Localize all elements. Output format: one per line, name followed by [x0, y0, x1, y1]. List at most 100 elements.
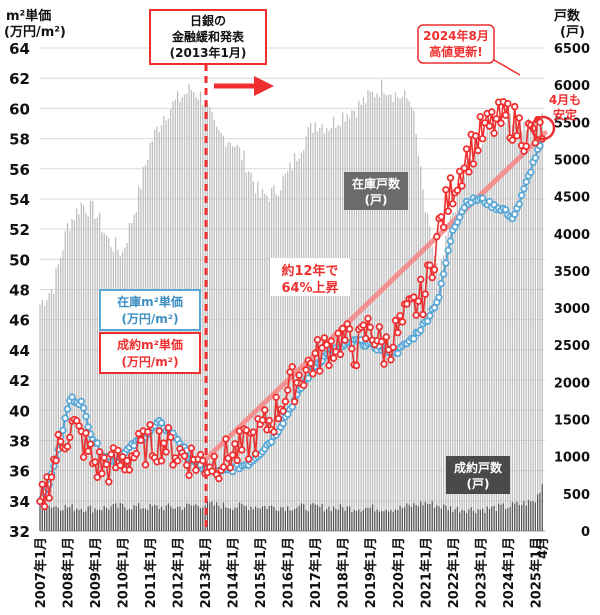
data-point: [54, 430, 62, 439]
bar: [358, 509, 360, 531]
bar: [330, 511, 332, 531]
left-tick-label: 56: [9, 161, 30, 179]
bar: [472, 156, 475, 532]
data-point: [59, 426, 67, 435]
bar: [245, 172, 248, 531]
data-point: [238, 446, 246, 454]
data-point: [520, 185, 528, 193]
data-point: [417, 275, 425, 284]
inventory-price-legend: 在庫m²単価 (万円/m²): [99, 289, 201, 331]
data-point: [453, 186, 462, 195]
bar: [179, 506, 181, 531]
data-point: [95, 448, 104, 456]
bar: [509, 113, 511, 532]
bar: [94, 508, 96, 531]
bar: [449, 216, 452, 532]
bar: [71, 504, 73, 531]
bar: [287, 171, 289, 531]
data-point: [105, 478, 113, 486]
right-tick-label: 500: [563, 488, 590, 503]
data-point: [339, 324, 347, 333]
bar: [280, 190, 282, 531]
bar: [89, 200, 92, 532]
bar: [397, 510, 399, 531]
data-point: [86, 440, 95, 448]
bar: [284, 173, 287, 532]
bar: [493, 505, 495, 531]
bar: [305, 136, 307, 532]
bar: [404, 507, 406, 531]
svg-text:2024年8月: 2024年8月: [423, 28, 489, 43]
bar: [282, 507, 284, 531]
left-tick-label: 52: [9, 221, 30, 239]
data-point: [316, 367, 324, 375]
bar: [468, 509, 470, 531]
data-point: [82, 429, 90, 437]
bar: [337, 125, 339, 531]
bar: [48, 293, 50, 531]
bar: [353, 510, 355, 531]
svg-text:高値更新!: 高値更新!: [429, 44, 482, 59]
bar: [309, 504, 312, 531]
data-point: [472, 132, 480, 140]
svg-text:日銀の: 日銀の: [190, 13, 226, 28]
data-point: [380, 360, 388, 368]
bar: [298, 505, 300, 531]
right-axis-unit: (戸): [560, 25, 585, 40]
data-point: [327, 337, 335, 345]
inventory-units-label: 在庫戸数 (戸): [344, 172, 408, 210]
left-axis-unit: (万円/m²): [4, 25, 66, 40]
bar: [335, 508, 337, 531]
bar: [149, 503, 151, 531]
bar: [46, 508, 48, 531]
bar: [232, 146, 234, 532]
data-point: [442, 186, 450, 194]
x-tick-label: 2018年1月: [336, 537, 352, 608]
bar: [254, 506, 257, 531]
bar: [523, 501, 525, 531]
bar: [183, 507, 186, 531]
bar: [211, 501, 213, 531]
bar: [422, 505, 424, 531]
data-point: [522, 178, 530, 186]
data-point: [412, 311, 420, 319]
bar: [424, 501, 426, 531]
right-tick-label: 4000: [554, 228, 590, 243]
bar: [259, 508, 261, 531]
bar: [401, 508, 403, 531]
bar: [429, 504, 431, 531]
bar: [493, 122, 495, 532]
bar: [445, 235, 447, 531]
bar: [268, 506, 270, 531]
data-point: [469, 160, 478, 168]
bar: [445, 505, 447, 531]
bar: [355, 116, 358, 532]
right-tick-label: 1500: [554, 414, 590, 429]
bar: [323, 511, 326, 531]
bar: [55, 268, 57, 531]
data-point: [325, 361, 333, 370]
data-point: [52, 456, 60, 465]
bar: [447, 231, 449, 531]
bar: [369, 92, 371, 531]
bar: [248, 171, 250, 531]
data-point: [222, 435, 230, 443]
bar: [371, 504, 374, 531]
x-tick-label: 2021年1月: [418, 537, 434, 608]
bar: [523, 121, 525, 531]
bar: [158, 509, 160, 531]
bar: [369, 507, 371, 531]
data-point: [458, 182, 466, 190]
bar: [202, 507, 204, 531]
bar: [248, 510, 250, 531]
bar: [440, 259, 442, 531]
bar: [117, 507, 119, 531]
data-point: [430, 266, 439, 274]
contract-price-legend: 成約m²単価 (万円/m²): [99, 332, 201, 374]
data-point: [192, 466, 200, 474]
bar: [305, 509, 307, 531]
bar: [204, 505, 206, 531]
data-point: [258, 416, 267, 424]
data-point: [228, 451, 237, 459]
svg-text:金融緩和発表: 金融緩和発表: [171, 29, 245, 44]
